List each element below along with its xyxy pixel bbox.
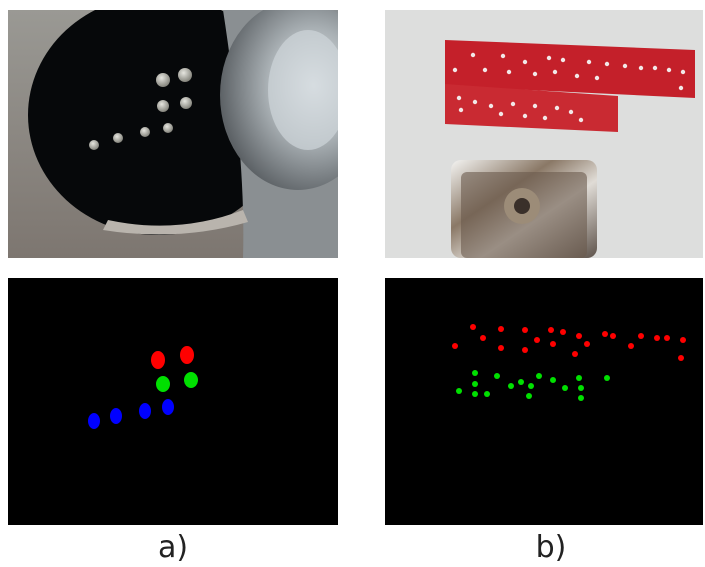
segmentation-mask-a-image (8, 278, 338, 525)
segmentation-mask-b-image (385, 278, 703, 525)
segmentation-mask-a (8, 278, 338, 525)
segmentation-mask-b (385, 278, 703, 525)
photo-braille-plates-image (385, 10, 703, 258)
photo-braille-plates (385, 10, 703, 258)
caption-a: a) (157, 530, 189, 565)
photo-braille-recess (8, 10, 338, 258)
photo-braille-recess-image (8, 10, 338, 258)
caption-b: b) (535, 530, 567, 565)
